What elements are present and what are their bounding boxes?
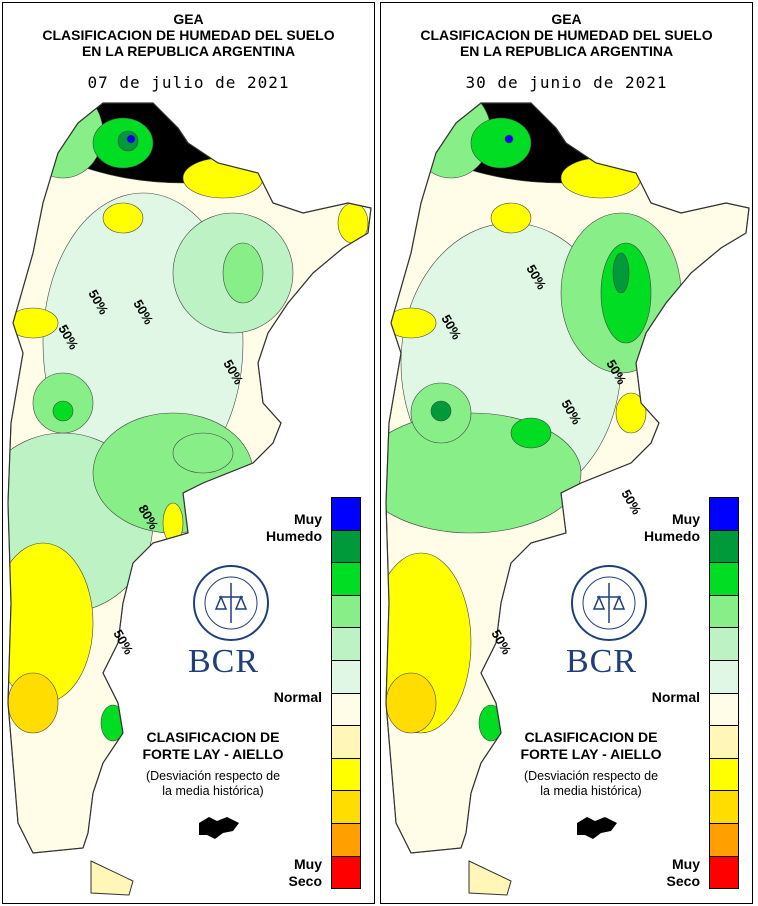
- contour-label: 50%: [618, 487, 644, 517]
- moisture-zone: [430, 400, 452, 422]
- legend-swatch: [332, 758, 360, 792]
- classification-title: CLASIFICACION DE FORTE LAY - AIELLO: [520, 729, 662, 762]
- map-title: GEA CLASIFICACION DE HUMEDAD DEL SUELO EN …: [42, 11, 335, 59]
- moisture-zone: [615, 392, 647, 434]
- legend-swatch: [710, 660, 738, 694]
- moisture-zone: [172, 432, 234, 474]
- legend-swatch: [710, 856, 738, 889]
- legend-label-very-dry: Muy Seco: [288, 856, 322, 889]
- classification-title: CLASIFICACION DE FORTE LAY - AIELLO: [142, 729, 284, 762]
- legend-label-normal: Normal: [273, 689, 322, 705]
- bcr-logo-text: BCR: [566, 643, 638, 680]
- moisture-zone: [52, 400, 74, 422]
- moisture-zone: [22, 103, 104, 179]
- moisture-zone: [126, 134, 136, 144]
- legend-swatch: [710, 823, 738, 857]
- legend-swatch: [710, 498, 738, 531]
- map-panel-june-30: 50% 50% 50% 50% 50% 50% 50% GEA CLASIFICACION D…: [380, 2, 753, 904]
- bcr-seal-logo: [571, 565, 647, 641]
- map-title: GEA CLASIFICACION DE HUMEDAD DEL SUELO EN …: [420, 11, 713, 59]
- legend-label-normal: Normal: [651, 689, 700, 705]
- map-date: 07 de julio de 2021: [87, 73, 290, 92]
- legend-swatch: [332, 595, 360, 629]
- argentina-soil-moisture-map: 50%50%50%50%50%80%50%: [7, 102, 372, 896]
- moisture-zone: [8, 307, 59, 339]
- legend-swatch: [710, 530, 738, 564]
- legend-swatch: [710, 726, 738, 759]
- classification-note: (Desviación respecto de la media históric…: [523, 769, 659, 798]
- argentina-soil-moisture-map: 50%50%50%50%50%50%50%: [385, 102, 750, 896]
- legend-label-very-dry: Muy Seco: [666, 856, 700, 889]
- malvinas-islands: [199, 817, 239, 839]
- map-panel-july-07: 50% 50% 50% 50% 50% 80% 50% GEA CLASIFICACION D…: [2, 2, 375, 904]
- moisture-zone: [8, 672, 59, 734]
- legend-swatch: [710, 595, 738, 629]
- color-legend: [331, 497, 361, 890]
- legend-swatch: [710, 693, 738, 727]
- tierra-del-fuego: [90, 860, 134, 896]
- moisture-zone: [386, 672, 437, 734]
- classification-note: (Desviación respecto de la media históric…: [145, 769, 281, 798]
- moisture-zone: [490, 202, 532, 234]
- legend-swatch: [332, 693, 360, 727]
- moisture-zone: [470, 117, 532, 169]
- legend-swatch: [332, 530, 360, 564]
- moisture-zone: [386, 307, 437, 339]
- legend-swatch: [710, 758, 738, 792]
- moisture-zone: [510, 417, 552, 449]
- legend-swatch: [710, 628, 738, 661]
- color-legend: [709, 497, 739, 890]
- malvinas-islands: [577, 817, 617, 839]
- tierra-del-fuego: [468, 860, 512, 896]
- moisture-zone: [102, 202, 144, 234]
- moisture-zone: [222, 242, 264, 304]
- legend-swatch: [332, 823, 360, 857]
- legend-swatch: [332, 856, 360, 889]
- legend-swatch: [332, 628, 360, 661]
- legend-swatch: [332, 791, 360, 824]
- legend-swatch: [332, 660, 360, 694]
- legend-swatch: [710, 791, 738, 824]
- bcr-logo-text: BCR: [188, 643, 260, 680]
- moisture-zone: [337, 202, 369, 244]
- legend-swatch: [332, 498, 360, 531]
- legend-label-very-wet: Muy Humedo: [644, 511, 700, 544]
- bcr-seal-logo: [193, 565, 269, 641]
- moisture-zone: [612, 252, 630, 294]
- legend-label-very-wet: Muy Humedo: [266, 511, 322, 544]
- moisture-zone: [504, 134, 514, 144]
- map-date: 30 de junio de 2021: [465, 73, 668, 92]
- legend-swatch: [332, 726, 360, 759]
- legend-swatch: [710, 563, 738, 596]
- legend-swatch: [332, 563, 360, 596]
